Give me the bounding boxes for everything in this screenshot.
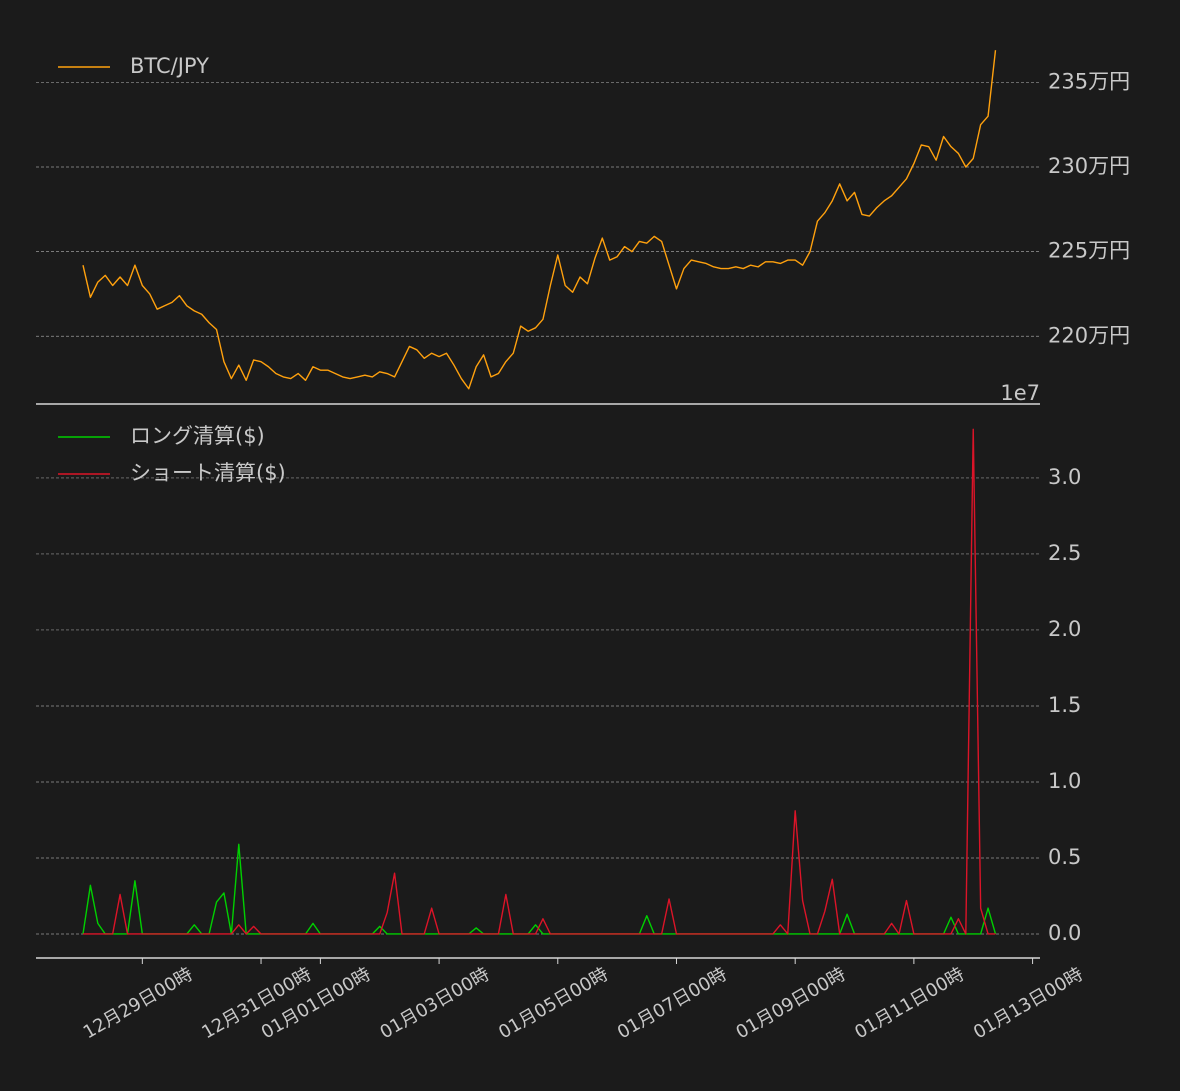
legend-label: BTC/JPY bbox=[130, 54, 209, 78]
x-tick-label: 01月09日00時 bbox=[733, 964, 850, 1044]
y-tick-label: 225万円 bbox=[1048, 239, 1130, 263]
y-tick-label: 2.5 bbox=[1048, 541, 1081, 565]
series-line bbox=[82, 428, 996, 935]
series-line bbox=[82, 843, 997, 935]
x-tick-label: 01月03日00時 bbox=[376, 964, 493, 1044]
x-tick-label: 01月11日00時 bbox=[851, 964, 968, 1044]
series-line bbox=[82, 50, 997, 390]
x-tick-label: 01月07日00時 bbox=[614, 964, 731, 1044]
legend-label: ショート清算($) bbox=[130, 461, 286, 485]
y-tick-label: 0.5 bbox=[1048, 845, 1081, 869]
y-tick-label: 230万円 bbox=[1048, 154, 1130, 178]
y-tick-label: 220万円 bbox=[1048, 323, 1130, 347]
offset-text: 1e7 bbox=[1000, 381, 1040, 405]
x-tick-label: 12月29日00時 bbox=[80, 964, 197, 1044]
y-tick-label: 1.5 bbox=[1048, 693, 1081, 717]
y-tick-label: 0.0 bbox=[1048, 921, 1081, 945]
y-tick-label: 2.0 bbox=[1048, 617, 1081, 641]
y-tick-label: 235万円 bbox=[1048, 69, 1130, 93]
x-tick-label: 01月13日00時 bbox=[970, 964, 1087, 1044]
x-tick-label: 01月05日00時 bbox=[495, 964, 612, 1044]
y-tick-label: 3.0 bbox=[1048, 465, 1081, 489]
legend-label: ロング清算($) bbox=[130, 424, 265, 448]
y-tick-label: 1.0 bbox=[1048, 769, 1081, 793]
